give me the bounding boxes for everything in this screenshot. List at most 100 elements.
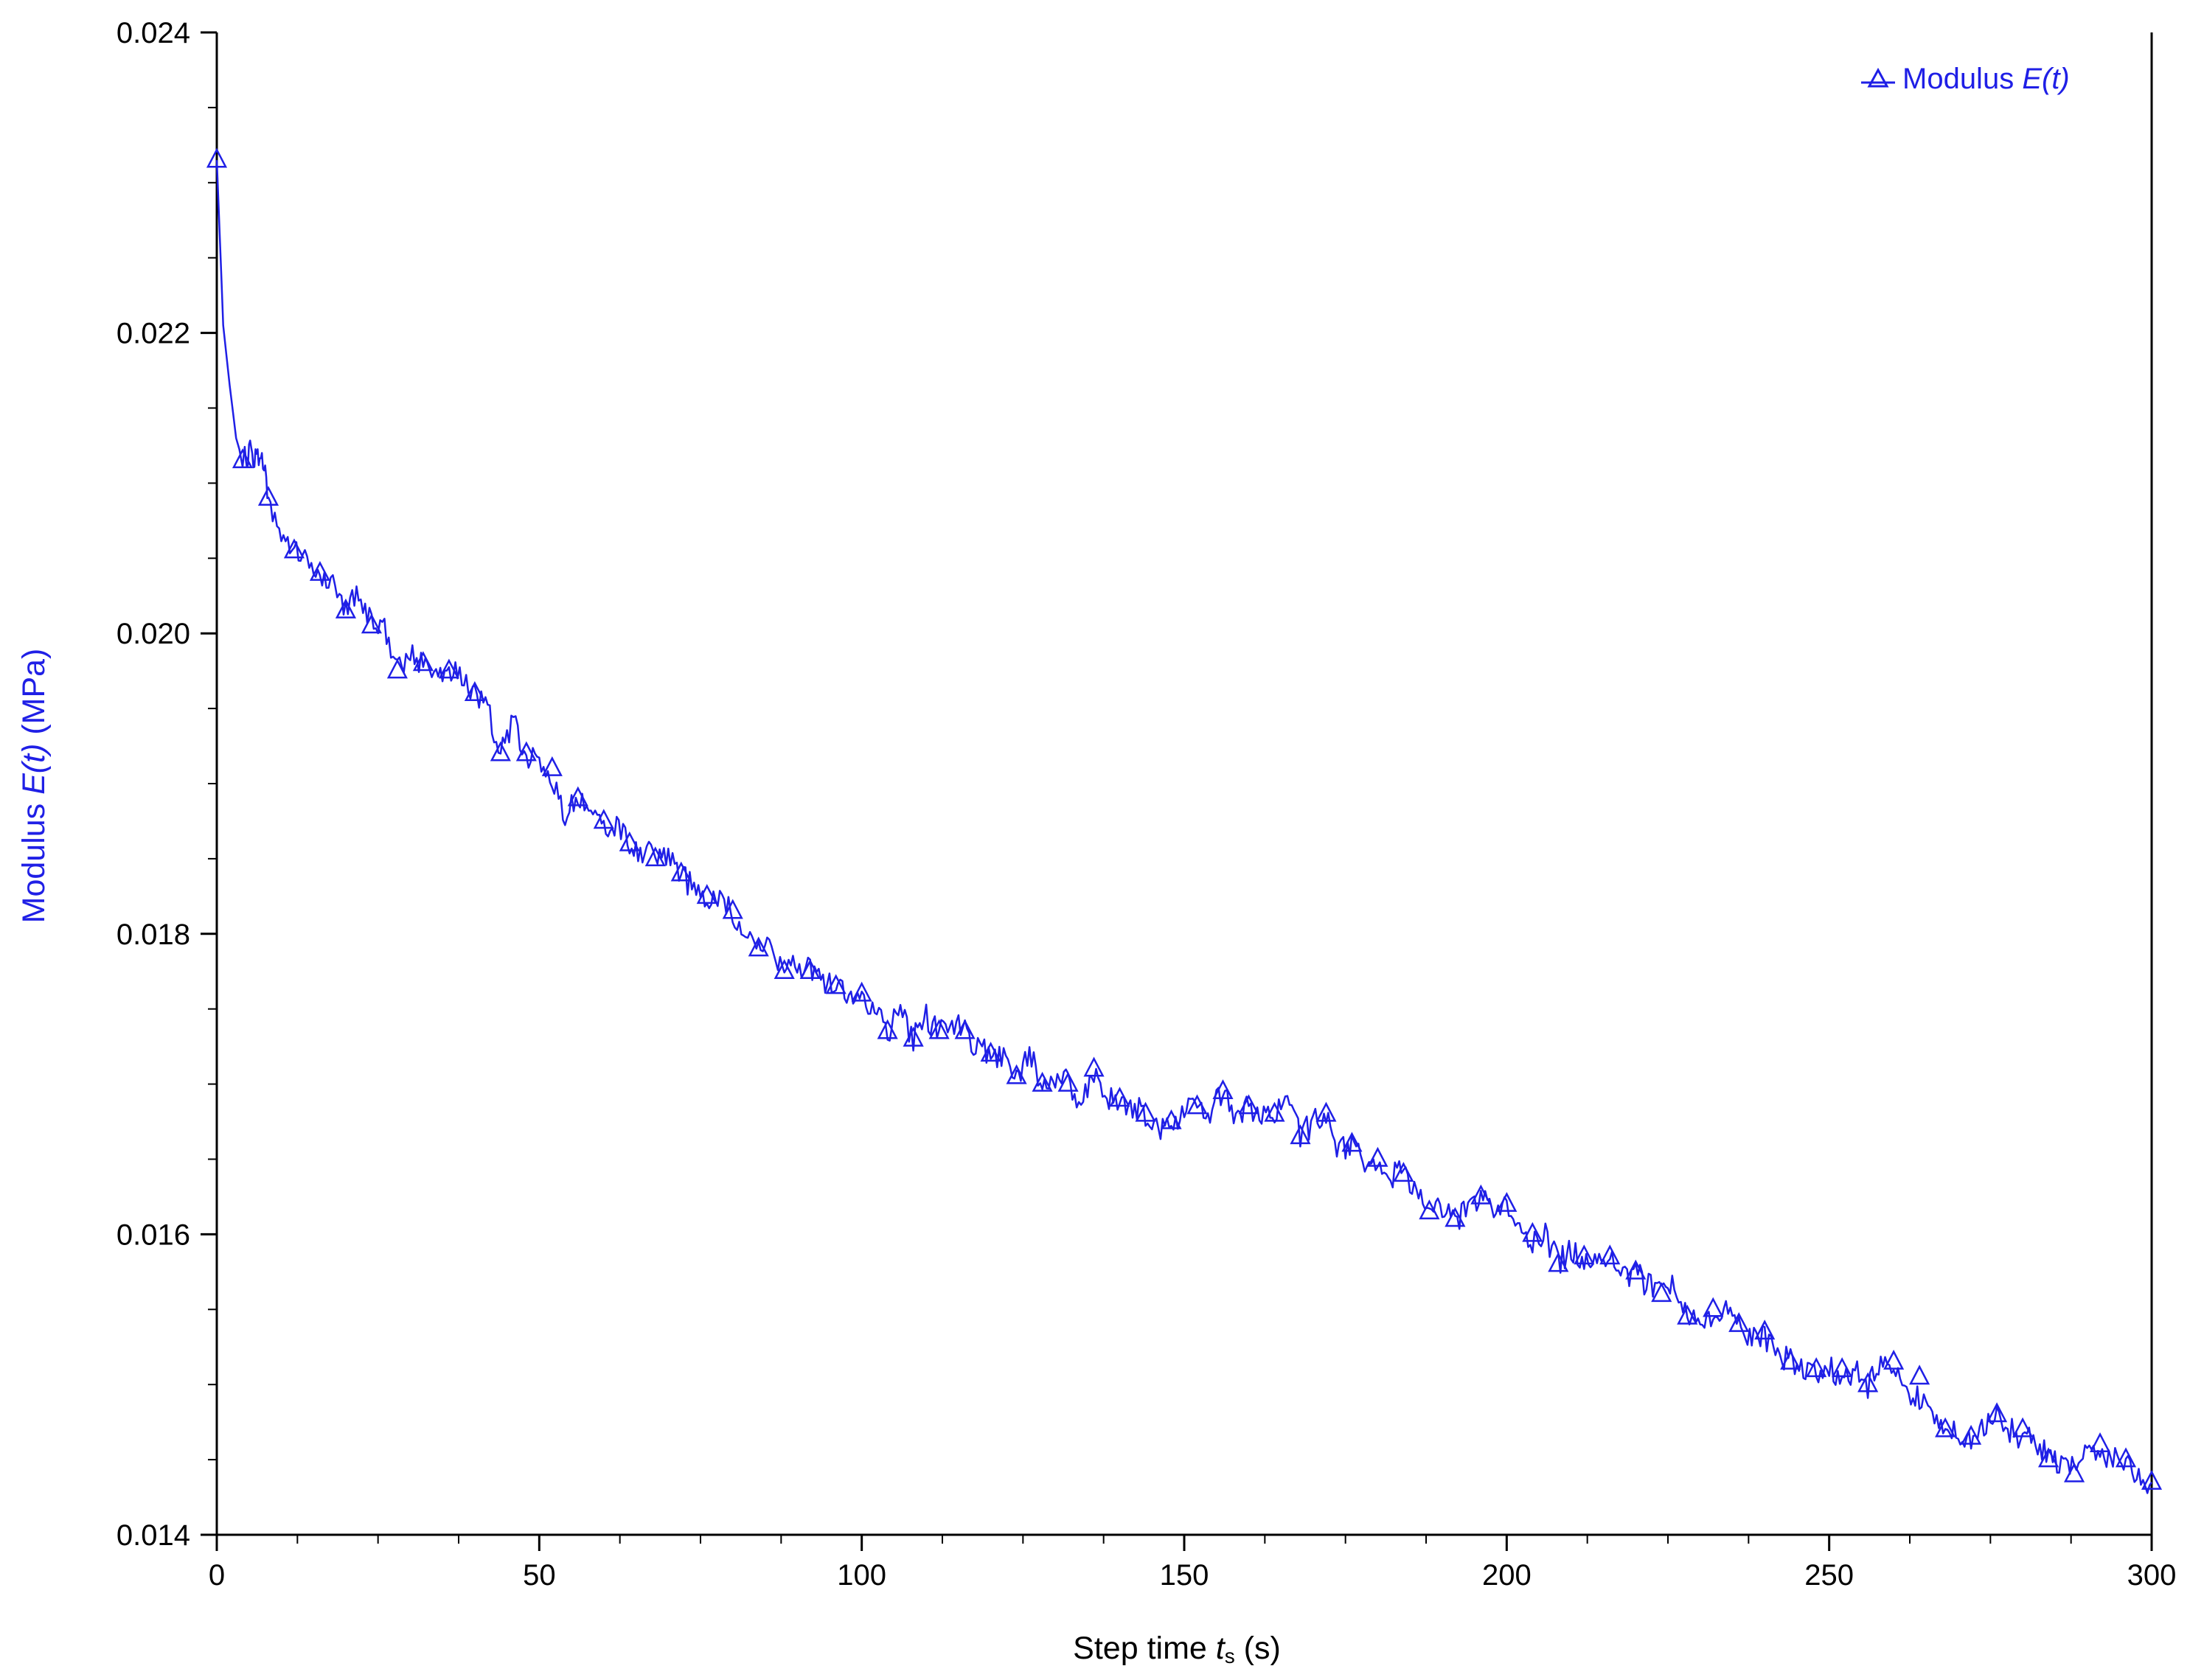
data-point [1238, 1094, 1259, 1115]
data-point [722, 899, 743, 919]
series-markers [206, 147, 2163, 1490]
data-point [361, 613, 382, 634]
data-point [412, 651, 434, 672]
data-point [1470, 1184, 1492, 1205]
legend: Modulus E(t) [1861, 63, 2070, 95]
data-point [1290, 1124, 1311, 1145]
data-point [2141, 1469, 2163, 1490]
data-point [1806, 1357, 1827, 1378]
data-point [438, 658, 459, 679]
data-point [335, 598, 356, 618]
data-point [1728, 1311, 1750, 1332]
y-tick-label: 0.024 [117, 17, 190, 49]
data-point [1909, 1364, 1930, 1385]
data-point [206, 147, 228, 168]
data-point [1961, 1424, 1982, 1445]
data-point [644, 846, 666, 867]
data-point [1393, 1162, 1414, 1182]
data-point [1548, 1252, 1569, 1272]
data-point [877, 1019, 898, 1039]
data-point [567, 786, 588, 806]
data-point [1341, 1132, 1363, 1152]
data-point [1315, 1101, 1337, 1122]
data-point [283, 538, 305, 559]
data-point [2063, 1462, 2085, 1482]
data-point [1625, 1259, 1647, 1280]
data-point [1006, 1064, 1027, 1084]
x-axis-title: Step time ts (s) [1073, 1631, 1281, 1667]
x-tick-label: 150 [1160, 1559, 1209, 1592]
data-point [1986, 1402, 2008, 1423]
data-point [1780, 1349, 1801, 1370]
series-modulus [215, 160, 2153, 1494]
data-point [1935, 1417, 1956, 1437]
data-point [1161, 1109, 1182, 1129]
y-tick-label: 0.020 [117, 618, 190, 650]
data-point [1883, 1349, 1905, 1370]
x-tick-label: 300 [2127, 1559, 2177, 1592]
data-point [541, 756, 563, 776]
data-point [825, 974, 847, 994]
x-tick-label: 250 [1804, 1559, 1854, 1592]
data-point [774, 959, 795, 979]
data-point [1445, 1207, 1466, 1227]
data-point [1032, 1071, 1053, 1092]
data-point [2037, 1447, 2059, 1468]
data-point [980, 1042, 1001, 1062]
data-point [1264, 1101, 1285, 1122]
data-point [386, 658, 408, 679]
y-axis-title: Modulus E(t) (MPa) [16, 649, 52, 924]
data-point [1135, 1101, 1156, 1122]
data-point [1522, 1221, 1543, 1242]
data-point [903, 1026, 924, 1047]
data-point [1419, 1199, 1440, 1220]
legend-triangle-icon [1867, 67, 1889, 88]
data-point [799, 959, 821, 979]
x-ticks: 0 50 100 150 200 250 300 [209, 1535, 2177, 1592]
y-tick-label: 0.018 [117, 919, 190, 951]
data-point [1186, 1094, 1208, 1115]
data-point [1574, 1244, 1595, 1265]
data-point [1651, 1282, 1672, 1303]
y-tick-label: 0.016 [117, 1219, 190, 1251]
data-point [670, 861, 692, 882]
data-point [309, 560, 331, 581]
data-point [619, 831, 640, 851]
data-point [696, 884, 717, 905]
data-point [464, 681, 485, 701]
data-point [928, 1019, 950, 1039]
data-point [490, 741, 511, 761]
data-point [851, 981, 872, 1002]
data-point [593, 809, 614, 829]
series-line [215, 160, 2153, 1494]
data-point [1212, 1079, 1234, 1100]
legend-entry-modulus: Modulus E(t) [1902, 63, 2070, 95]
data-point [1857, 1372, 1879, 1393]
y-tick-label: 0.022 [117, 318, 190, 350]
data-point [1703, 1297, 1724, 1317]
x-tick-label: 100 [837, 1559, 886, 1592]
data-point [2089, 1432, 2111, 1452]
y-tick-label: 0.014 [117, 1519, 190, 1552]
data-point [515, 741, 537, 761]
data-point [1083, 1056, 1105, 1077]
data-point [1677, 1304, 1698, 1325]
data-point [2012, 1417, 2034, 1437]
data-point [954, 1019, 976, 1039]
data-point [1109, 1087, 1130, 1107]
x-tick-label: 200 [1482, 1559, 1532, 1592]
x-tick-label: 50 [523, 1559, 556, 1592]
data-point [1367, 1146, 1388, 1167]
data-point [748, 936, 769, 957]
x-tick-label: 0 [209, 1559, 225, 1592]
data-point [2115, 1447, 2137, 1468]
y-ticks: 0.014 0.016 0.018 0.020 0.022 0.024 [117, 17, 217, 1552]
data-point [257, 486, 279, 506]
data-point [1832, 1357, 1853, 1378]
data-point [1496, 1191, 1518, 1212]
data-point [1754, 1320, 1776, 1340]
data-point [232, 448, 254, 469]
axes [215, 32, 2153, 1536]
data-point [1599, 1244, 1621, 1265]
